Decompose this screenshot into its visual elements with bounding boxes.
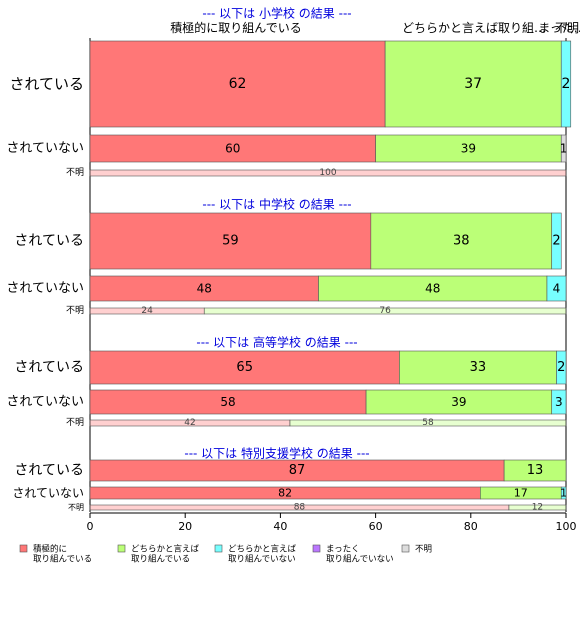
bar-label: 48 xyxy=(197,282,212,296)
bar-segment xyxy=(289,419,567,427)
legend-label: 取り組んでいない xyxy=(228,554,296,565)
x-tick-label: 80 xyxy=(464,520,478,533)
legend-swatch xyxy=(19,544,28,553)
legend-label: どちらかと言えば xyxy=(131,544,200,555)
bar-label: 1 xyxy=(560,142,568,156)
bar-label: 62 xyxy=(229,76,247,92)
bar-label: 39 xyxy=(451,395,466,409)
bar-label: 59 xyxy=(222,234,239,249)
row-label: されていない xyxy=(6,395,84,410)
bar-segment xyxy=(203,307,567,315)
bar-segment xyxy=(89,212,372,270)
x-tick-label: 100 xyxy=(556,520,577,533)
column-header: まった… xyxy=(538,21,580,35)
group-title: --- 以下は 中学校 の結果 --- xyxy=(202,197,351,212)
bar-segment xyxy=(560,486,567,500)
legend-label: 積極的に xyxy=(33,544,67,555)
bar-label: 100 xyxy=(319,168,336,178)
bar-label: 39 xyxy=(461,142,476,156)
bar-label: 37 xyxy=(464,76,482,92)
x-tick-label: 40 xyxy=(273,520,287,533)
legend-swatch xyxy=(312,544,321,553)
bar-label: 42 xyxy=(184,418,195,428)
row-label: されている xyxy=(14,233,84,249)
bar-label: 88 xyxy=(294,503,306,513)
bar-segment xyxy=(546,275,567,302)
bar-segment xyxy=(560,134,567,163)
row-label: 不明 xyxy=(66,167,84,178)
row-label: されている xyxy=(14,360,84,376)
row-label: 不明 xyxy=(66,417,84,428)
bar-label: 58 xyxy=(422,418,434,428)
row-label: されていない xyxy=(6,141,84,156)
bar-segment xyxy=(370,212,553,270)
bar-segment xyxy=(503,459,567,482)
row-label: 不明 xyxy=(66,305,84,316)
bar-segment xyxy=(551,389,567,415)
row-label: 不明 xyxy=(68,503,84,512)
column-header: どちらかと言えば取り組… xyxy=(402,21,546,35)
group-title: --- 以下は 高等学校 の結果 --- xyxy=(196,335,357,350)
bar-label: 13 xyxy=(527,463,544,478)
bar-label: 38 xyxy=(453,234,470,249)
legend-label: 取り組んでいる xyxy=(131,554,190,565)
bar-label: 2 xyxy=(562,76,571,92)
bar-segment xyxy=(89,169,567,177)
legend-swatch xyxy=(214,544,223,553)
bar-label: 17 xyxy=(514,487,528,500)
bar-segment xyxy=(318,275,548,302)
column-header: 積極的に取り組んでいる xyxy=(170,20,301,35)
bar-label: 65 xyxy=(236,360,253,375)
x-tick-label: 0 xyxy=(87,520,94,533)
legend-label: 取り組んでいない xyxy=(326,554,394,565)
bar-segment xyxy=(89,350,400,385)
bar-label: 76 xyxy=(379,306,391,316)
bar-segment xyxy=(384,40,562,128)
x-tick-label: 60 xyxy=(369,520,383,533)
bar-segment xyxy=(560,40,572,128)
x-tick-label: 20 xyxy=(178,520,192,533)
group-title: --- 以下は 小学校 の結果 --- xyxy=(202,6,351,21)
legend-label: どちらかと言えば xyxy=(228,544,297,555)
bar-segment xyxy=(89,40,386,128)
bar-segment xyxy=(365,389,553,415)
bar-label: 12 xyxy=(532,503,543,513)
bar-label: 24 xyxy=(141,306,153,316)
bar-label: 2 xyxy=(557,360,565,375)
row-label: されていない xyxy=(12,486,84,500)
row-label: されている xyxy=(9,75,84,93)
bar-label: 48 xyxy=(425,282,440,296)
legend-label: 不明 xyxy=(415,545,432,555)
bar-label: 87 xyxy=(289,463,306,478)
bar-label: 33 xyxy=(470,360,487,375)
bar-segment xyxy=(508,504,567,511)
bar-label: 60 xyxy=(225,142,240,156)
legend-label: まったく xyxy=(326,545,360,555)
bar-label: 4 xyxy=(553,282,561,296)
row-label: されていない xyxy=(6,281,84,296)
bar-label: 82 xyxy=(278,487,292,500)
legend-swatch xyxy=(401,544,410,553)
bar-segment xyxy=(399,350,557,385)
bar-segment xyxy=(556,350,567,385)
bar-segment xyxy=(89,389,367,415)
bar-segment xyxy=(551,212,562,270)
column-header: 不明 xyxy=(555,21,579,35)
bar-label: 58 xyxy=(220,395,235,409)
bar-label: 3 xyxy=(555,395,563,409)
row-label: されている xyxy=(14,463,84,479)
bar-label: 2 xyxy=(552,234,560,249)
group-title: --- 以下は 特別支援学校 の結果 --- xyxy=(184,446,369,461)
legend-label: 取り組んでいる xyxy=(33,554,92,565)
bar-label: 1 xyxy=(560,487,567,500)
bar-segment xyxy=(89,275,319,302)
legend-swatch xyxy=(117,544,126,553)
